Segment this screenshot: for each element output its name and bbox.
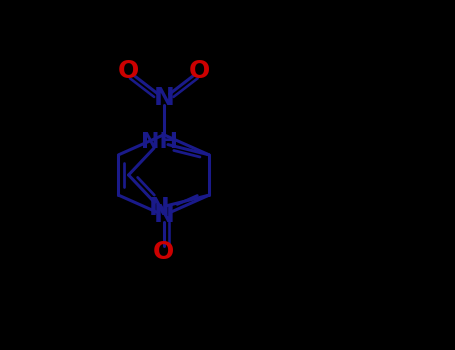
Text: N: N <box>149 196 170 219</box>
Text: N: N <box>153 203 174 227</box>
Text: O: O <box>188 60 210 83</box>
Text: N: N <box>153 86 174 110</box>
Text: O: O <box>153 240 174 264</box>
Text: O: O <box>118 60 139 83</box>
Text: NH: NH <box>141 132 178 153</box>
